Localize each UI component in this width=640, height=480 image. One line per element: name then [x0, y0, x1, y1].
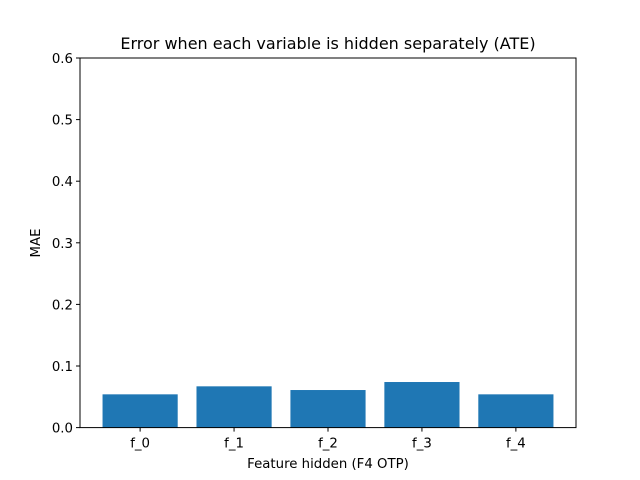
bar-f-3 [384, 382, 460, 428]
y-tick-label: 0.1 [52, 360, 73, 375]
y-axis: 0.0 0.1 0.2 0.3 0.4 0.5 0.6 [52, 52, 80, 437]
y-tick-label: 0.6 [52, 52, 73, 67]
y-tick-label: 0.3 [52, 237, 73, 252]
x-tick-label: f_0 [130, 437, 150, 452]
y-tick-label: 0.4 [52, 175, 73, 190]
x-axis-label: Feature hidden (F4 OTP) [247, 457, 409, 472]
x-tick-label: f_1 [224, 437, 244, 452]
bar-f-4 [478, 394, 554, 428]
bar-f-1 [196, 386, 272, 428]
y-axis-label: MAE [29, 229, 44, 258]
chart-title: Error when each variable is hidden separ… [120, 34, 535, 53]
bar-f-0 [102, 394, 178, 428]
x-axis: f_0 f_1 f_2 f_3 f_4 [130, 427, 526, 452]
bars-group [102, 382, 554, 428]
x-tick-label: f_2 [318, 437, 338, 452]
x-tick-label: f_4 [506, 437, 526, 452]
plot-frame [79, 57, 577, 429]
x-tick-label: f_3 [412, 437, 432, 452]
y-tick-label: 0.5 [52, 114, 73, 129]
bar-f-2 [290, 390, 366, 428]
y-tick-label: 0.2 [52, 298, 73, 313]
y-tick-label: 0.0 [52, 422, 73, 437]
